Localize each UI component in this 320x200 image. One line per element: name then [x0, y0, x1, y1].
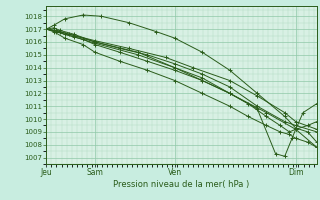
X-axis label: Pression niveau de la mer( hPa ): Pression niveau de la mer( hPa ) [114, 180, 250, 189]
